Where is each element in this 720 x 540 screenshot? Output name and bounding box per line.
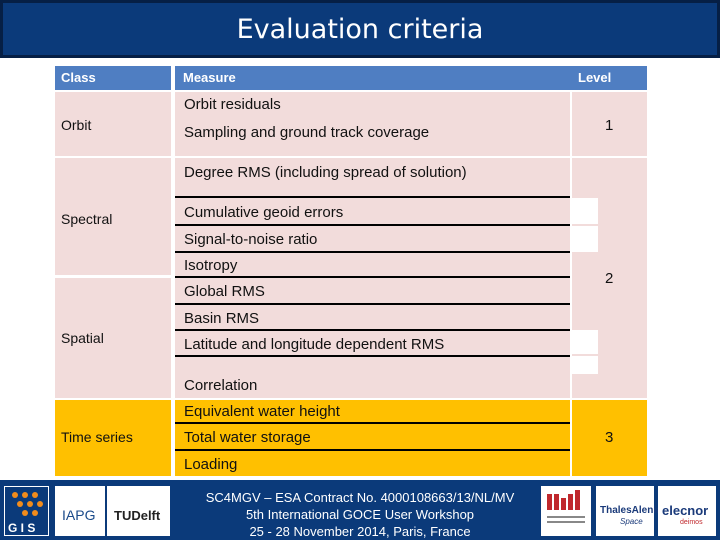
column-separator (570, 92, 572, 476)
level-3: 3 (605, 429, 614, 446)
measure-cumulative: Cumulative geoid errors (184, 204, 344, 221)
elecnor-logo-subtext: deimos (680, 519, 703, 526)
footer-text: SC4MGV – ESA Contract No. 4000108663/13/… (175, 489, 545, 540)
class-cell-spectral (55, 158, 171, 275)
header-cell-measure (175, 66, 570, 90)
class-cell-time-series (55, 400, 171, 476)
footer-line-3: 25 - 28 November 2014, Paris, France (249, 524, 471, 539)
measure-ewh: Equivalent water height (184, 403, 340, 420)
measure-degree-rms: Degree RMS (including spread of solution… (184, 164, 467, 181)
gis-logo-icon (12, 492, 43, 516)
thales-logo-text: ThalesAlenia (600, 505, 662, 516)
row-separator (55, 156, 647, 158)
measure-column-pink (175, 92, 570, 398)
row-rule (175, 422, 570, 424)
measure-latlon-rms: Latitude and longitude dependent RMS (184, 336, 445, 353)
measure-orbit-residuals: Orbit residuals (184, 96, 281, 113)
measure-global-rms: Global RMS (184, 283, 265, 300)
header-level: Level (578, 70, 612, 85)
measure-correlation: Correlation (184, 377, 258, 394)
measure-inset (570, 198, 598, 224)
class-spectral: Spectral (61, 211, 113, 227)
row-separator (55, 275, 175, 278)
gis-logo-text: G I S (8, 521, 36, 535)
class-time-series: Time series (61, 429, 133, 445)
measure-cell-time-series (175, 400, 570, 476)
level-1: 1 (605, 117, 614, 134)
class-cell-orbit (55, 92, 171, 156)
iapg-logo-text: IAPG (62, 507, 96, 523)
iapg-logo (55, 486, 105, 536)
row-rule (175, 449, 570, 451)
row-rule (175, 196, 570, 198)
class-cell-spatial (55, 278, 171, 398)
header-class: Class (61, 70, 96, 85)
header-cell-level (570, 66, 647, 90)
measure-snr: Signal-to-noise ratio (184, 231, 318, 248)
row-rule (175, 329, 570, 331)
university-logo-icon (547, 490, 585, 523)
footer-line-1: SC4MGV – ESA Contract No. 4000108663/13/… (205, 490, 515, 505)
gis-logo (4, 486, 49, 536)
measure-tws: Total water storage (184, 429, 311, 446)
footer-line-2: 5th International GOCE User Workshop (245, 507, 475, 522)
slide-title: Evaluation criteria (236, 13, 484, 45)
measure-basin-rms: Basin RMS (184, 310, 260, 327)
row-rule (175, 224, 570, 226)
measure-inset (570, 330, 598, 354)
measure-loading: Loading (184, 456, 238, 473)
level-2: 2 (605, 270, 614, 287)
tudelft-logo-text: TUDelft (114, 508, 161, 523)
class-orbit: Orbit (61, 117, 92, 133)
row-separator (55, 398, 647, 400)
row-rule (175, 303, 570, 305)
measure-sampling: Sampling and ground track coverage (184, 124, 430, 141)
class-spatial: Spatial (61, 330, 104, 346)
slide-title-bar: Evaluation criteria (0, 0, 720, 58)
header-measure: Measure (183, 70, 236, 85)
measure-inset (570, 356, 598, 374)
row-rule (175, 276, 570, 278)
column-separator (171, 66, 175, 476)
row-rule (175, 251, 570, 253)
measure-inset (570, 226, 598, 252)
level-cell-1 (572, 92, 647, 156)
thales-logo-subtext: Space (620, 517, 643, 526)
tudelft-logo (107, 486, 170, 536)
row-rule (175, 355, 570, 357)
measure-isotropy: Isotropy (184, 257, 238, 274)
header-cell-class (55, 66, 171, 90)
thales-alenia-logo (596, 486, 654, 536)
level-cell-3 (572, 400, 647, 476)
elecnor-logo-text: elecnor (662, 503, 709, 518)
university-logo (541, 486, 591, 536)
elecnor-logo (658, 486, 716, 536)
